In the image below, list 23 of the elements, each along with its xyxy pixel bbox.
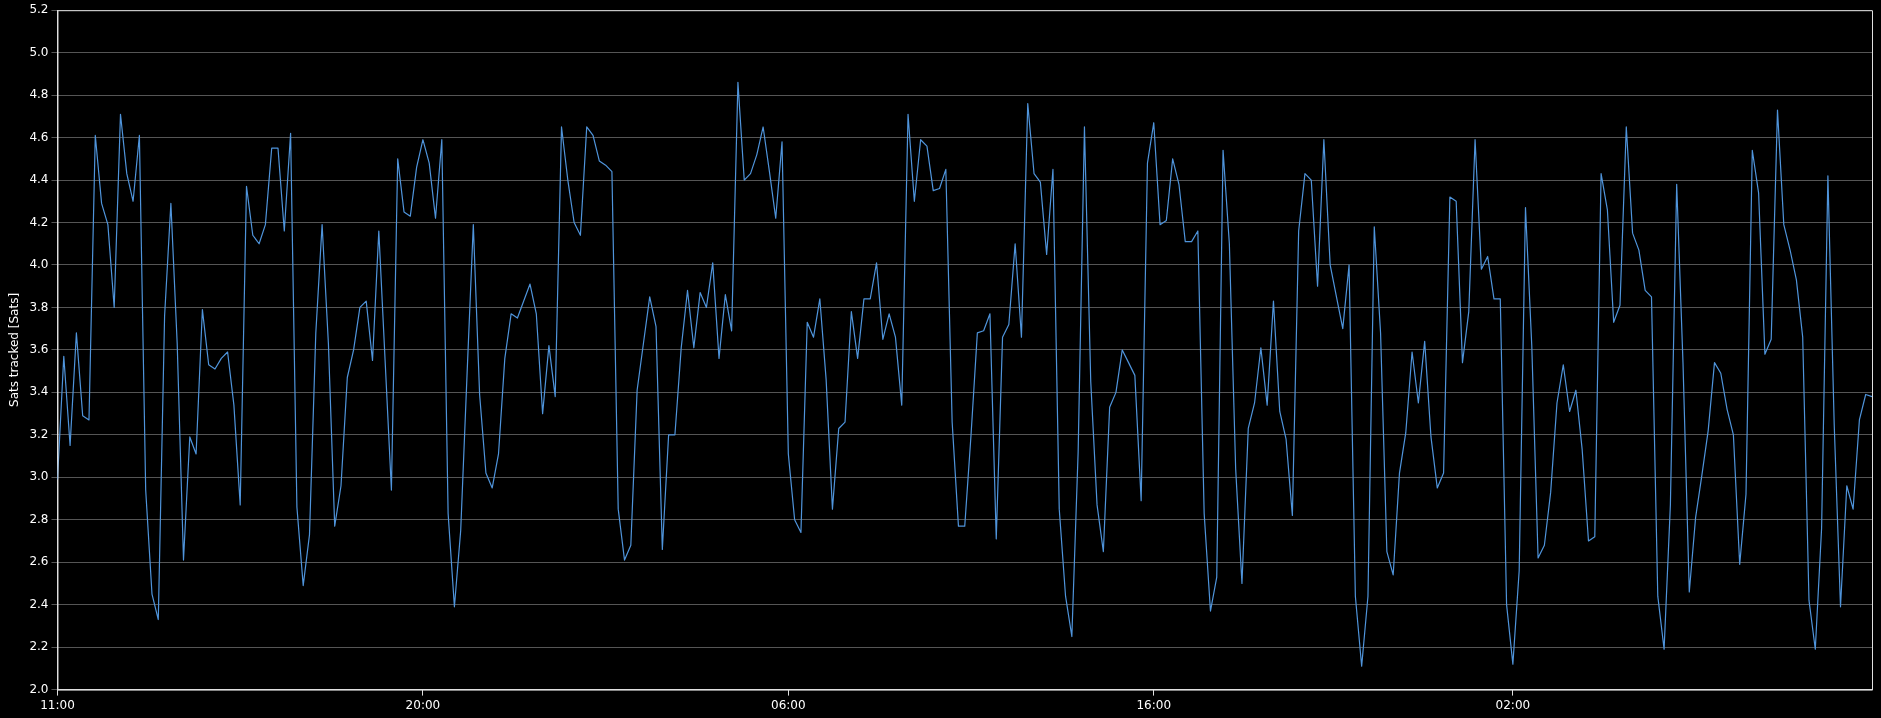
y-tick-label: 4.4 — [29, 172, 49, 187]
y-tick-label: 5.2 — [29, 2, 49, 17]
y-tick-label: 3.4 — [29, 384, 49, 399]
x-tick-label: 20:00 — [405, 697, 441, 712]
y-tick-label: 2.2 — [29, 639, 49, 654]
y-tick-label: 5.0 — [29, 44, 49, 59]
x-tick-label: 02:00 — [1495, 697, 1531, 712]
y-tick-label: 4.2 — [29, 214, 49, 229]
x-tick-label: 11:00 — [40, 697, 75, 712]
y-tick-label: 3.0 — [29, 469, 49, 484]
x-tick-label: 16:00 — [1136, 697, 1172, 712]
y-tick-label: 2.0 — [29, 681, 49, 696]
y-tick-label: 2.6 — [29, 554, 49, 569]
y-tick-label: 3.2 — [29, 426, 49, 441]
y-tick-label: 3.6 — [29, 342, 49, 357]
y-tick-label: 2.8 — [29, 511, 49, 526]
y-tick-label: 4.8 — [29, 87, 49, 102]
y-axis-title: Sats tracked [Sats] — [7, 292, 22, 407]
y-tick-label: 4.6 — [29, 129, 49, 144]
y-tick-label: 3.8 — [29, 299, 49, 314]
y-tick-label: 4.0 — [29, 257, 49, 272]
y-tick-label: 2.4 — [29, 596, 49, 611]
x-tick-label: 06:00 — [771, 697, 806, 712]
